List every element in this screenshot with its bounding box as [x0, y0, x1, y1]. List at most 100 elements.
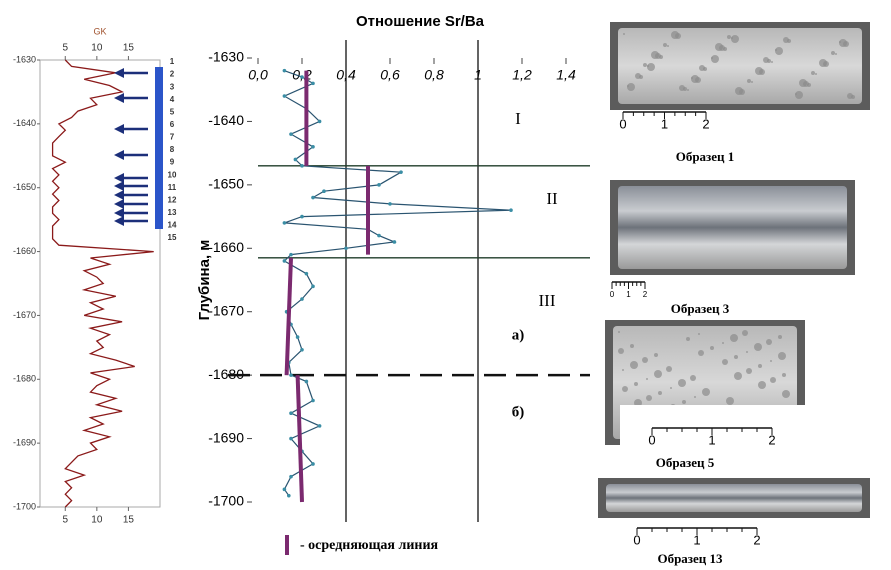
- data-point: [295, 335, 300, 339]
- scale-label: 0: [610, 290, 615, 299]
- pore: [627, 85, 629, 87]
- pore: [766, 339, 772, 345]
- pore: [771, 61, 773, 63]
- data-point: [304, 379, 309, 384]
- average-line: [284, 257, 293, 376]
- y-tick-label: -1640: [13, 118, 36, 128]
- data-point: [300, 297, 304, 301]
- pore: [770, 377, 776, 383]
- pore: [618, 348, 624, 354]
- data-point: [317, 119, 322, 124]
- pore: [690, 375, 696, 381]
- pore: [746, 368, 752, 374]
- data-point: [311, 398, 315, 403]
- zone-label: б): [512, 404, 525, 420]
- plot-frame: [39, 59, 161, 508]
- y-tick-label: -1630: [208, 49, 244, 65]
- pore: [654, 353, 658, 357]
- arrow-head: [114, 173, 124, 183]
- pore: [839, 41, 841, 43]
- scale-label: 1: [708, 432, 715, 447]
- pore: [782, 390, 790, 398]
- data-point: [311, 284, 315, 289]
- pore: [666, 366, 672, 372]
- pore: [746, 351, 748, 353]
- scale-label: 2: [702, 116, 709, 131]
- sample-number: 6: [170, 120, 175, 129]
- pore: [647, 65, 649, 67]
- zone-label: II: [546, 189, 558, 208]
- pore: [715, 43, 723, 51]
- pore: [775, 47, 783, 55]
- pore: [770, 360, 772, 362]
- data-point: [317, 424, 322, 428]
- y-tick-label: -1630: [13, 54, 36, 64]
- pore: [691, 75, 699, 83]
- y-tick-label: -1690: [13, 438, 36, 448]
- arrow-head: [114, 124, 124, 134]
- pore: [711, 55, 719, 63]
- legend-swatch: [285, 535, 289, 555]
- pore: [726, 397, 734, 405]
- data-point: [289, 436, 293, 441]
- data-point: [282, 94, 287, 98]
- arrow-head: [114, 150, 124, 160]
- pore: [642, 357, 648, 363]
- scale-label: 0: [633, 532, 640, 547]
- pore: [711, 57, 713, 59]
- pore: [667, 45, 669, 47]
- pore: [710, 346, 714, 350]
- data-point: [282, 221, 287, 225]
- pore: [819, 59, 827, 67]
- data-point: [392, 240, 397, 244]
- pore: [778, 352, 786, 360]
- data-point: [377, 233, 381, 238]
- data-point: [311, 145, 315, 149]
- sample-photo: 0 1 2 Образец 3: [610, 180, 855, 316]
- data-point: [311, 462, 315, 466]
- sample-number: 5: [170, 107, 175, 116]
- y-tick-label: -1660: [208, 239, 244, 255]
- scale-label: 2: [643, 290, 648, 299]
- pore: [782, 373, 786, 377]
- sample-number: 14: [168, 221, 177, 230]
- pore: [647, 63, 655, 71]
- x-tick-label: 0,6: [380, 67, 400, 83]
- arrow-head: [114, 190, 124, 200]
- pore: [646, 395, 652, 401]
- sample-number: 12: [168, 195, 177, 204]
- y-tick-label: -1650: [208, 176, 244, 192]
- pore: [635, 73, 641, 79]
- pore: [694, 396, 696, 398]
- data-point: [300, 214, 304, 219]
- sample-interval-bar: [155, 67, 163, 229]
- pore: [758, 364, 762, 368]
- x-tick-label: 1,4: [556, 67, 576, 83]
- y-tick-label: -1670: [13, 310, 36, 320]
- pore: [623, 33, 625, 35]
- sample-number: 15: [168, 233, 177, 242]
- pore: [663, 43, 667, 47]
- y-tick-label: -1680: [13, 374, 36, 384]
- data-point: [322, 189, 326, 193]
- pore: [678, 379, 686, 387]
- pore: [795, 93, 797, 95]
- arrow-head: [114, 216, 124, 226]
- data-point: [388, 202, 392, 206]
- pore: [742, 330, 748, 336]
- pore: [699, 65, 705, 71]
- x-tick-label: 0,0: [248, 67, 268, 83]
- pore: [722, 359, 728, 365]
- arrow-head: [114, 68, 124, 78]
- pore: [847, 93, 853, 99]
- y-tick-label: -1670: [208, 302, 244, 318]
- pore: [747, 79, 751, 83]
- pore: [651, 51, 659, 59]
- data-point: [300, 347, 304, 352]
- data-point: [311, 195, 315, 200]
- data-point: [282, 487, 287, 492]
- pore: [815, 73, 817, 75]
- x-tick-label: 15: [123, 43, 135, 54]
- pore: [702, 388, 710, 396]
